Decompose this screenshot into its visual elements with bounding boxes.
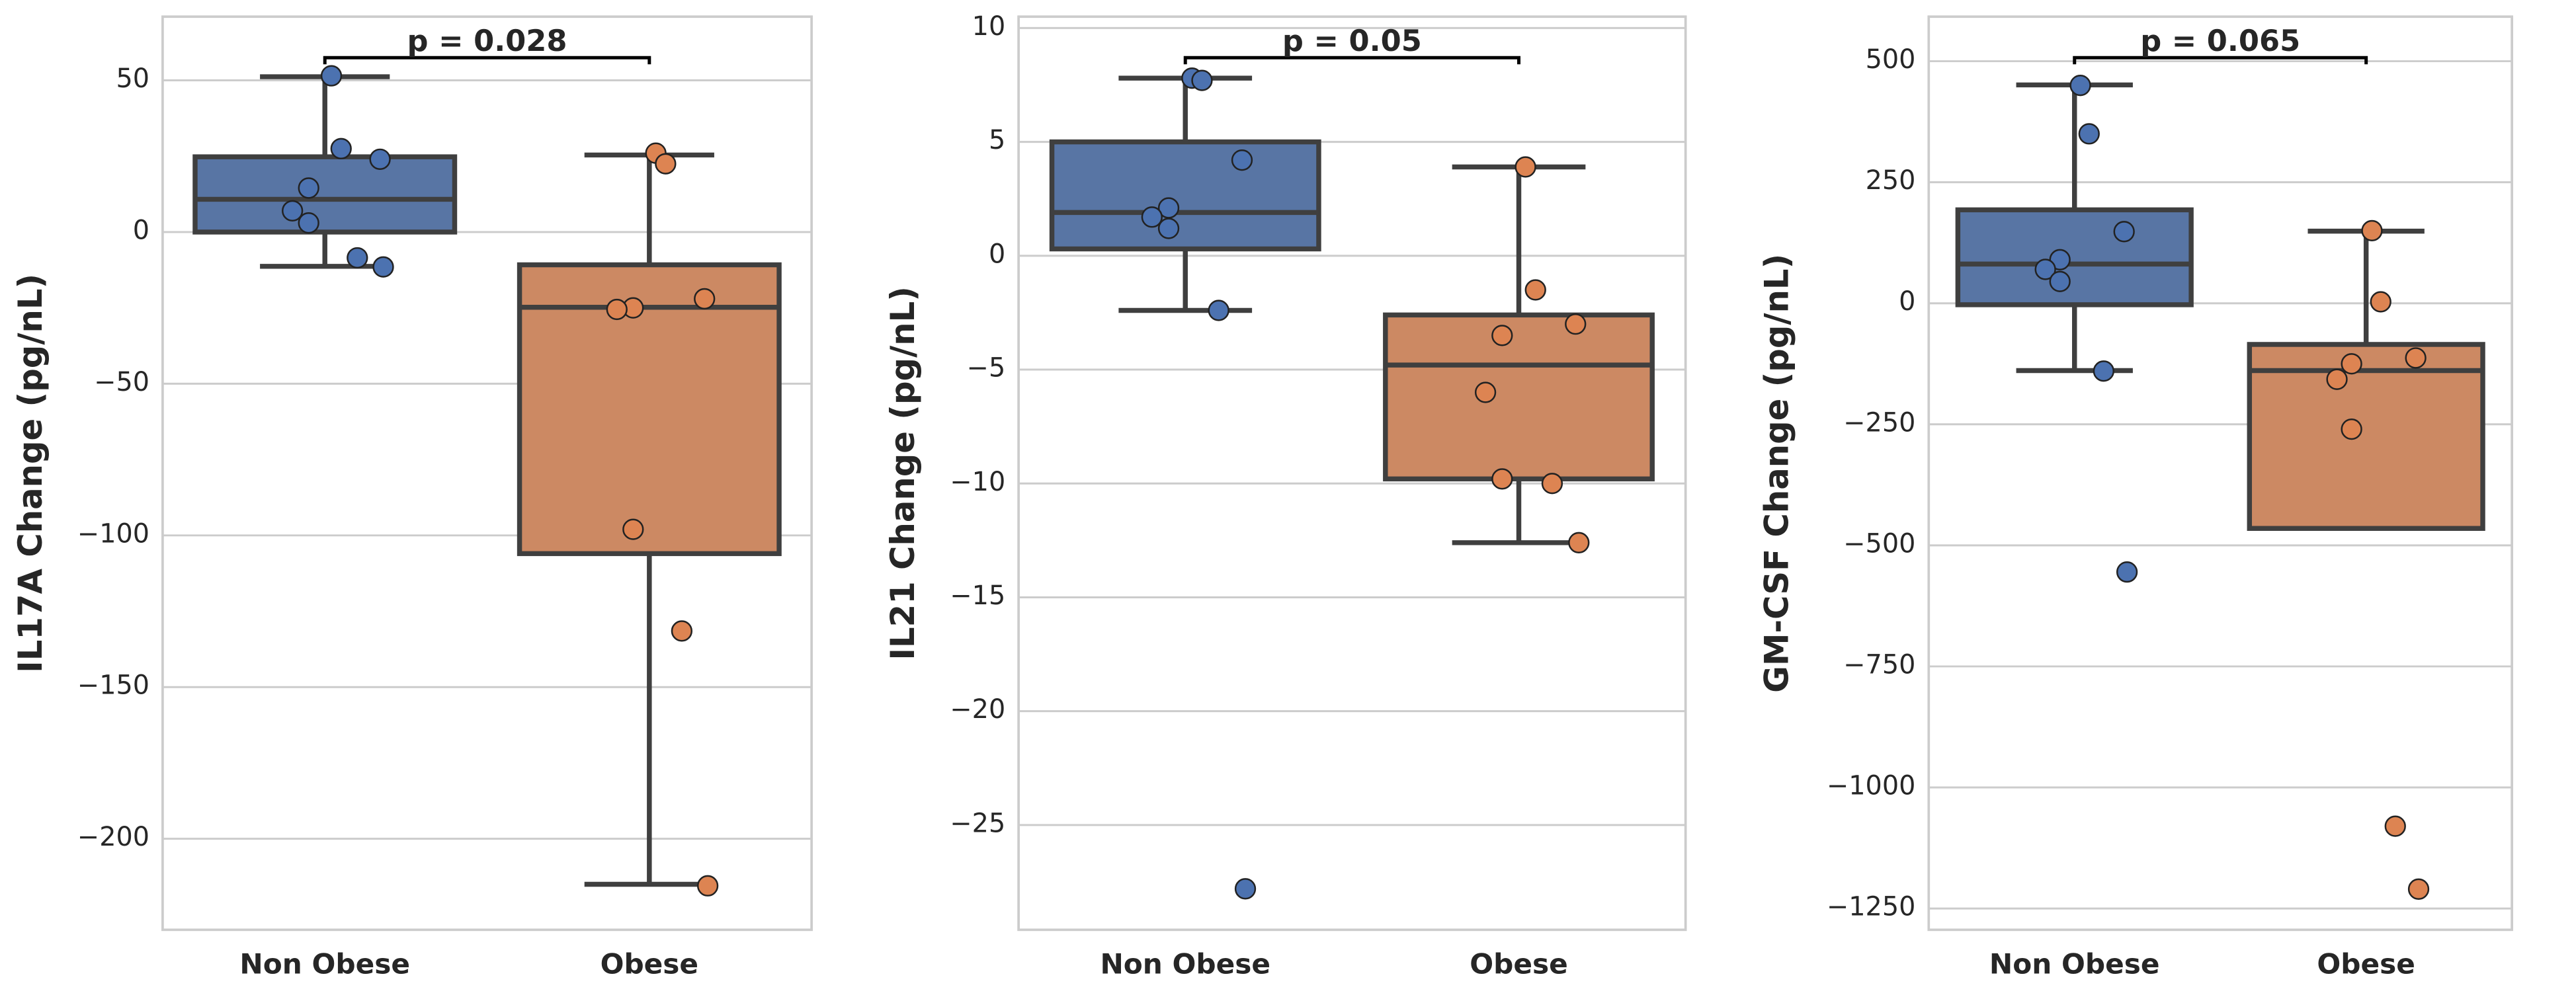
point — [2341, 418, 2362, 440]
point — [671, 620, 693, 642]
y-tick-label: 10 — [972, 11, 1006, 42]
point — [330, 138, 352, 159]
box — [192, 154, 458, 235]
point — [2326, 368, 2348, 390]
annotation: p = 0.065 — [2140, 23, 2300, 58]
y-tick-label: −100 — [77, 518, 149, 549]
y-tick-label: 250 — [1866, 165, 1916, 196]
box — [1955, 207, 2194, 307]
significance-bracket — [323, 56, 651, 65]
point — [655, 153, 677, 175]
y-tick-label: 5 — [989, 125, 1005, 155]
y-tick-label: −500 — [1843, 528, 1915, 559]
plot-frame — [1017, 15, 1687, 932]
point — [2405, 347, 2427, 369]
point — [298, 177, 319, 199]
point — [694, 288, 716, 310]
y-tick-label: 500 — [1866, 44, 1916, 75]
x-tick-label: Non Obese — [239, 947, 410, 980]
y-tick-label: −50 — [94, 367, 149, 397]
y-axis-label: IL21 Change (pg/nL) — [884, 286, 922, 660]
y-axis-label: IL17A Change (pg/nL) — [11, 274, 50, 673]
point — [1141, 206, 1163, 228]
point — [1491, 325, 1513, 346]
point — [2049, 270, 2071, 292]
point — [1568, 532, 1590, 553]
plot-frame — [161, 15, 813, 932]
significance-bracket — [1183, 56, 1520, 65]
point — [298, 212, 319, 234]
y-tick-label: 0 — [1899, 286, 1915, 317]
point — [696, 875, 719, 897]
point — [2078, 123, 2100, 145]
point — [1231, 149, 1253, 171]
point — [347, 247, 368, 269]
y-axis-label: GM-CSF Change (pg/nL) — [1758, 254, 1796, 693]
point — [2361, 220, 2383, 242]
point — [2370, 291, 2391, 313]
x-tick-label: Non Obese — [1989, 947, 2160, 980]
x-tick-label: Non Obese — [1100, 947, 1270, 980]
point — [2116, 561, 2138, 583]
point — [1515, 156, 1536, 178]
point — [1234, 878, 1257, 900]
point — [1191, 69, 1213, 91]
point — [1565, 313, 1587, 335]
significance-bracket — [2073, 56, 2368, 65]
point — [2407, 878, 2430, 900]
point — [369, 148, 391, 170]
point — [606, 298, 628, 321]
plot-frame — [1927, 15, 2513, 932]
point — [320, 65, 343, 87]
point — [2341, 353, 2362, 375]
point — [282, 200, 304, 221]
point — [1208, 300, 1229, 321]
x-tick-label: Obese — [2317, 947, 2415, 980]
point — [1474, 381, 1497, 403]
y-tick-label: −250 — [1843, 407, 1915, 438]
box — [1049, 139, 1321, 252]
y-tick-label: −750 — [1843, 649, 1915, 680]
y-tick-label: 50 — [116, 63, 149, 94]
point — [1541, 473, 1563, 495]
point — [1157, 218, 1180, 239]
box — [517, 262, 782, 557]
y-tick-label: −150 — [77, 670, 149, 701]
y-tick-label: −1250 — [1827, 892, 1915, 922]
y-tick-label: −200 — [77, 822, 149, 852]
annotation: p = 0.05 — [1282, 23, 1422, 58]
box — [1383, 312, 1655, 482]
point — [2034, 259, 2056, 280]
point — [622, 518, 644, 540]
y-tick-label: −1000 — [1827, 771, 1915, 801]
point — [2093, 360, 2114, 382]
point — [2113, 221, 2135, 243]
y-tick-label: −5 — [967, 353, 1006, 383]
point — [1524, 279, 1546, 301]
y-tick-label: 0 — [133, 215, 149, 245]
point — [2069, 75, 2091, 97]
y-tick-label: −25 — [950, 808, 1005, 838]
y-tick-label: −20 — [950, 694, 1005, 725]
y-tick-label: −15 — [950, 580, 1005, 611]
y-tick-label: 0 — [989, 239, 1005, 269]
point — [2384, 815, 2406, 837]
y-tick-label: −10 — [950, 467, 1005, 497]
x-tick-label: Obese — [1470, 947, 1568, 980]
x-tick-label: Obese — [601, 947, 699, 980]
point — [372, 256, 394, 278]
box — [2247, 342, 2485, 531]
point — [2049, 249, 2071, 270]
point — [1491, 468, 1513, 490]
annotation: p = 0.028 — [407, 23, 567, 58]
